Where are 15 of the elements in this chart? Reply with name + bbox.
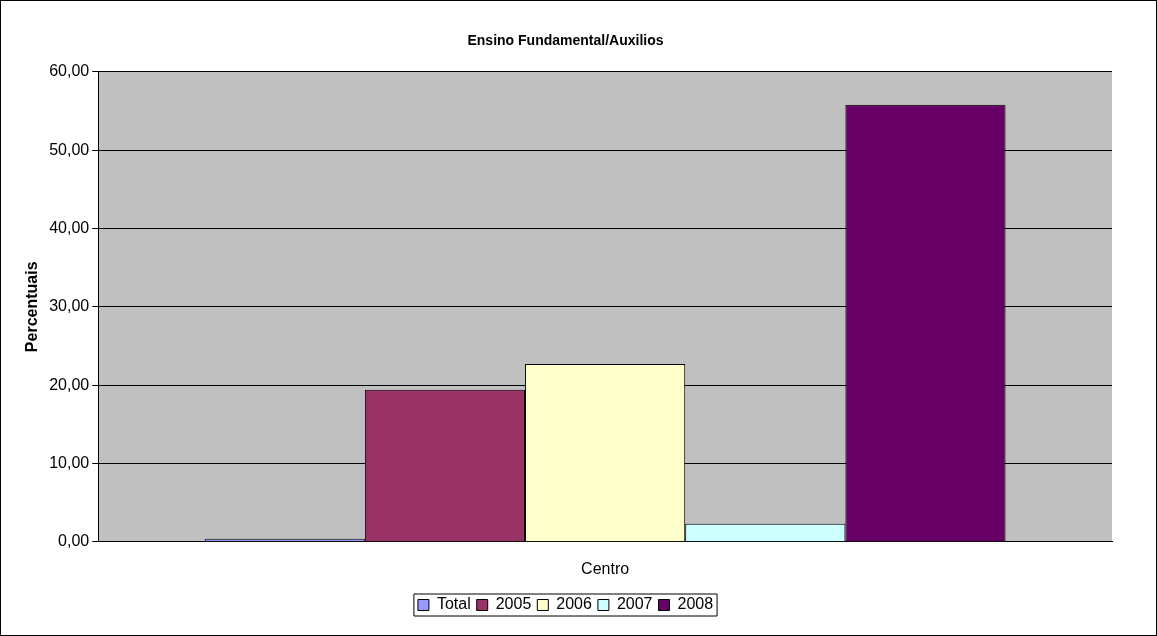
y-tick-label: 40,00 (49, 218, 90, 236)
x-tick-label: Centro (581, 559, 630, 577)
y-axis-title: Percentuais (23, 261, 41, 353)
legend-label: 2007 (616, 595, 653, 613)
legend-label: 2006 (556, 595, 592, 613)
legend-label: Total (436, 595, 471, 613)
legend-label: 2008 (677, 595, 714, 613)
y-tick-label: 30,00 (49, 297, 90, 315)
chart-title: Ensino Fundamental/Auxilios (467, 32, 664, 49)
y-tick-label: 0,00 (58, 532, 90, 550)
y-tick-label: 50,00 (49, 140, 90, 158)
y-tick-label: 60,00 (49, 62, 90, 80)
y-tick-label: 10,00 (49, 453, 90, 471)
y-tick-label: 20,00 (49, 375, 90, 393)
legend-label: 2005 (495, 595, 532, 613)
